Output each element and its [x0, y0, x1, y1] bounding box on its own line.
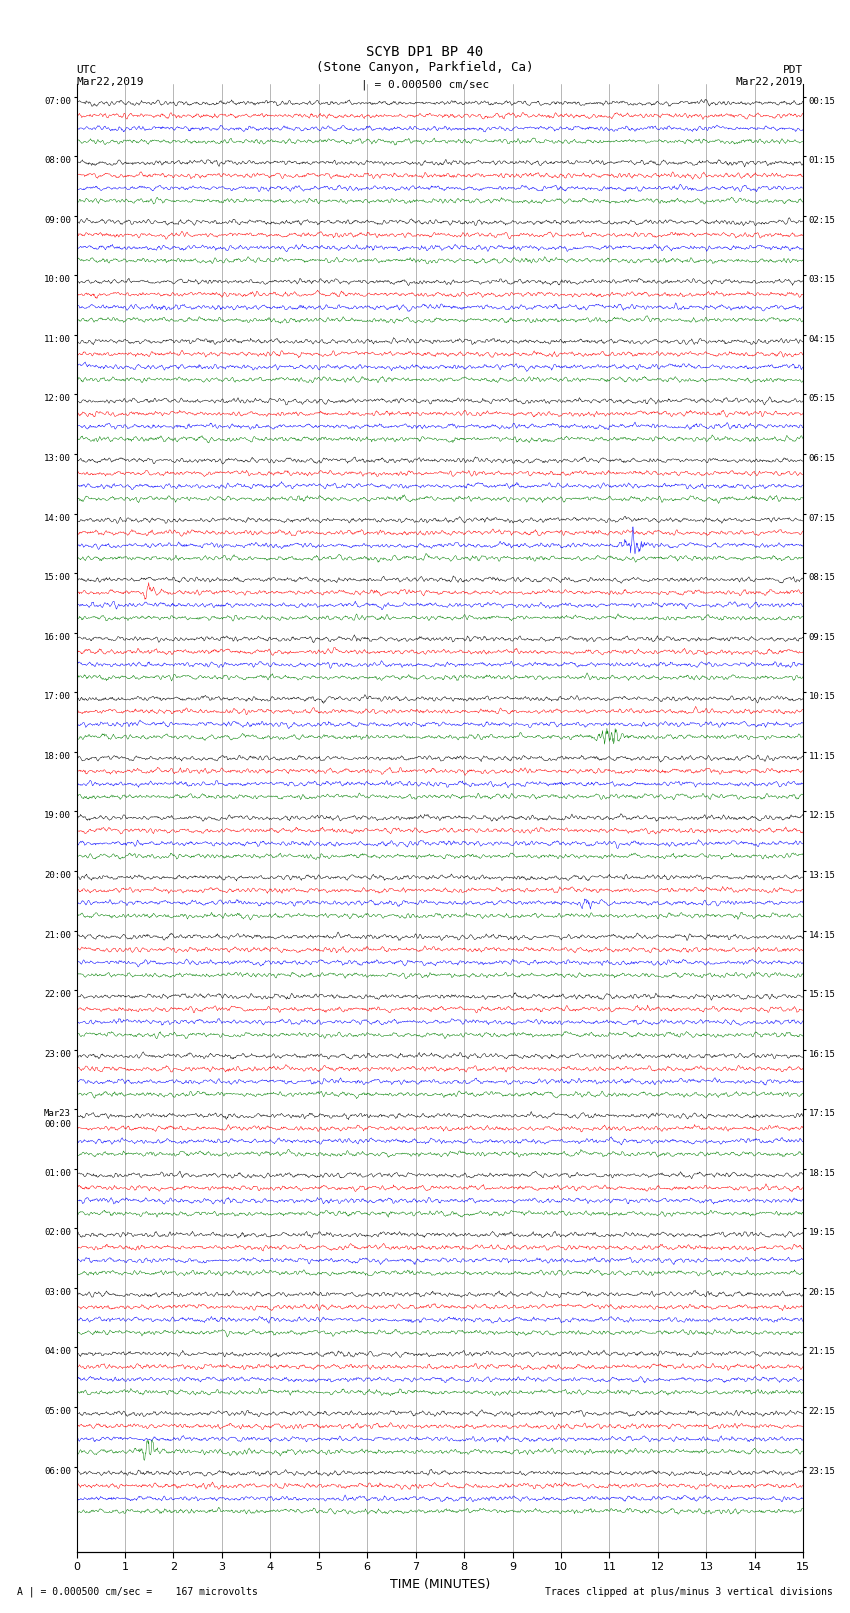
Text: Mar22,2019: Mar22,2019	[736, 77, 803, 87]
Text: A | = 0.000500 cm/sec =    167 microvolts: A | = 0.000500 cm/sec = 167 microvolts	[17, 1586, 258, 1597]
Text: | = 0.000500 cm/sec: | = 0.000500 cm/sec	[361, 79, 489, 90]
Text: (Stone Canyon, Parkfield, Ca): (Stone Canyon, Parkfield, Ca)	[316, 61, 534, 74]
Text: Mar22,2019: Mar22,2019	[76, 77, 144, 87]
Text: Traces clipped at plus/minus 3 vertical divisions: Traces clipped at plus/minus 3 vertical …	[545, 1587, 833, 1597]
Text: UTC: UTC	[76, 65, 97, 74]
Text: PDT: PDT	[783, 65, 803, 74]
Text: SCYB DP1 BP 40: SCYB DP1 BP 40	[366, 45, 484, 60]
X-axis label: TIME (MINUTES): TIME (MINUTES)	[390, 1578, 490, 1590]
